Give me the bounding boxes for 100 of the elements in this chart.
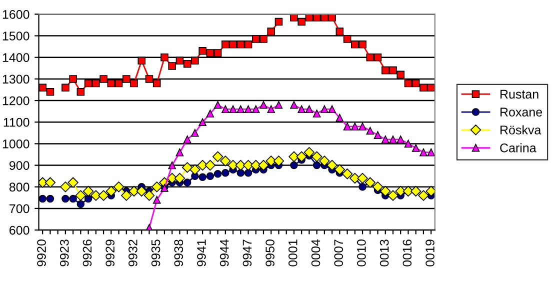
point (197, 160, 208, 171)
point (114, 79, 123, 88)
point (351, 122, 359, 130)
point (358, 122, 366, 130)
point (366, 126, 374, 135)
point (206, 110, 214, 118)
point (130, 79, 138, 88)
point (144, 190, 155, 201)
x-tick-label: 0013 (380, 240, 389, 266)
point (290, 161, 298, 170)
point (296, 151, 307, 162)
point (228, 160, 238, 171)
point (395, 186, 406, 197)
point (106, 186, 116, 197)
point (404, 79, 412, 88)
point (46, 194, 54, 203)
point (396, 70, 405, 79)
y-tick-label: 1300 (2, 74, 30, 84)
point (358, 182, 366, 191)
point (176, 56, 184, 64)
point (92, 79, 100, 88)
point (312, 161, 321, 170)
y-tick-label: 600 (10, 226, 30, 235)
point (267, 28, 276, 36)
point (244, 168, 252, 177)
point (198, 118, 206, 126)
point (412, 144, 420, 152)
point (288, 151, 300, 162)
point (82, 186, 94, 197)
point (212, 151, 224, 162)
point (222, 168, 230, 177)
x-tick-label: 9947 (242, 240, 252, 266)
point (389, 135, 397, 144)
point (100, 75, 108, 83)
point (190, 164, 200, 175)
point (274, 100, 283, 109)
point (160, 53, 168, 62)
point (84, 79, 92, 88)
legend-label: Carina (500, 143, 536, 152)
point (236, 168, 245, 177)
point (44, 177, 56, 188)
point (336, 114, 344, 122)
point (182, 162, 193, 173)
point (204, 160, 216, 171)
point (381, 135, 390, 144)
legend-label: Röskva (500, 125, 542, 134)
x-tick-label: 0010 (357, 240, 366, 266)
point (138, 56, 146, 64)
point (372, 182, 384, 192)
legend-label: Roxane (500, 108, 542, 117)
point (252, 105, 260, 114)
y-tick-label: 1200 (2, 96, 30, 106)
point (38, 84, 46, 92)
point (229, 40, 237, 48)
y-tick-label: 1600 (2, 10, 30, 19)
point (76, 200, 85, 208)
point (69, 194, 77, 203)
point (250, 160, 262, 171)
point (427, 84, 435, 92)
point (274, 18, 283, 26)
point (76, 88, 85, 96)
point (168, 161, 176, 170)
point (336, 28, 344, 36)
point (244, 40, 252, 48)
x-tick-label: 9950 (266, 240, 274, 266)
point (357, 172, 368, 184)
point (236, 105, 245, 114)
point (222, 105, 230, 114)
x-tick-label: 9920 (37, 240, 46, 266)
point (229, 105, 237, 114)
point (176, 148, 184, 156)
point (404, 140, 412, 148)
point (198, 173, 206, 182)
point (183, 60, 192, 68)
point (46, 88, 54, 96)
point (343, 122, 352, 130)
point (305, 105, 314, 114)
point (206, 49, 214, 57)
x-tick-label: 9941 (197, 240, 206, 266)
point (122, 75, 130, 83)
point (426, 186, 435, 197)
point (38, 194, 46, 203)
point (298, 18, 306, 26)
point (214, 170, 222, 178)
point (290, 100, 298, 109)
point (152, 79, 161, 88)
x-tick-label: 9926 (82, 240, 92, 266)
point (69, 75, 77, 83)
point (312, 110, 321, 118)
point (38, 177, 48, 188)
point (68, 177, 78, 188)
point (220, 156, 231, 166)
x-tick-label: 0001 (288, 240, 298, 266)
point (326, 160, 338, 171)
point (290, 14, 298, 22)
point (121, 190, 132, 201)
point (420, 148, 428, 156)
y-tick-label: 700 (10, 204, 30, 214)
point (145, 75, 154, 83)
point (351, 40, 359, 48)
